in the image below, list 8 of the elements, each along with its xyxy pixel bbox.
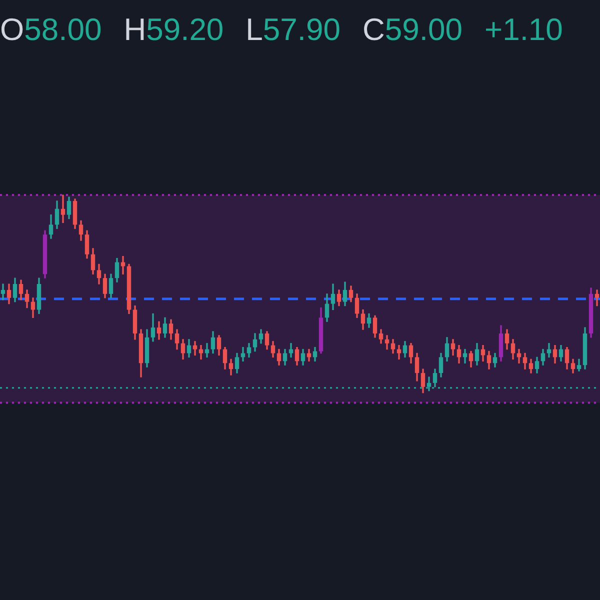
candlestick <box>60 194 66 224</box>
candlestick <box>594 290 600 306</box>
candlestick <box>0 284 6 300</box>
text: L57.90 <box>246 12 340 48</box>
text: O58.00 <box>0 12 102 48</box>
text: H59.20 <box>124 12 224 48</box>
text: +1.10 <box>484 12 563 48</box>
text: C59.00 <box>362 12 462 48</box>
